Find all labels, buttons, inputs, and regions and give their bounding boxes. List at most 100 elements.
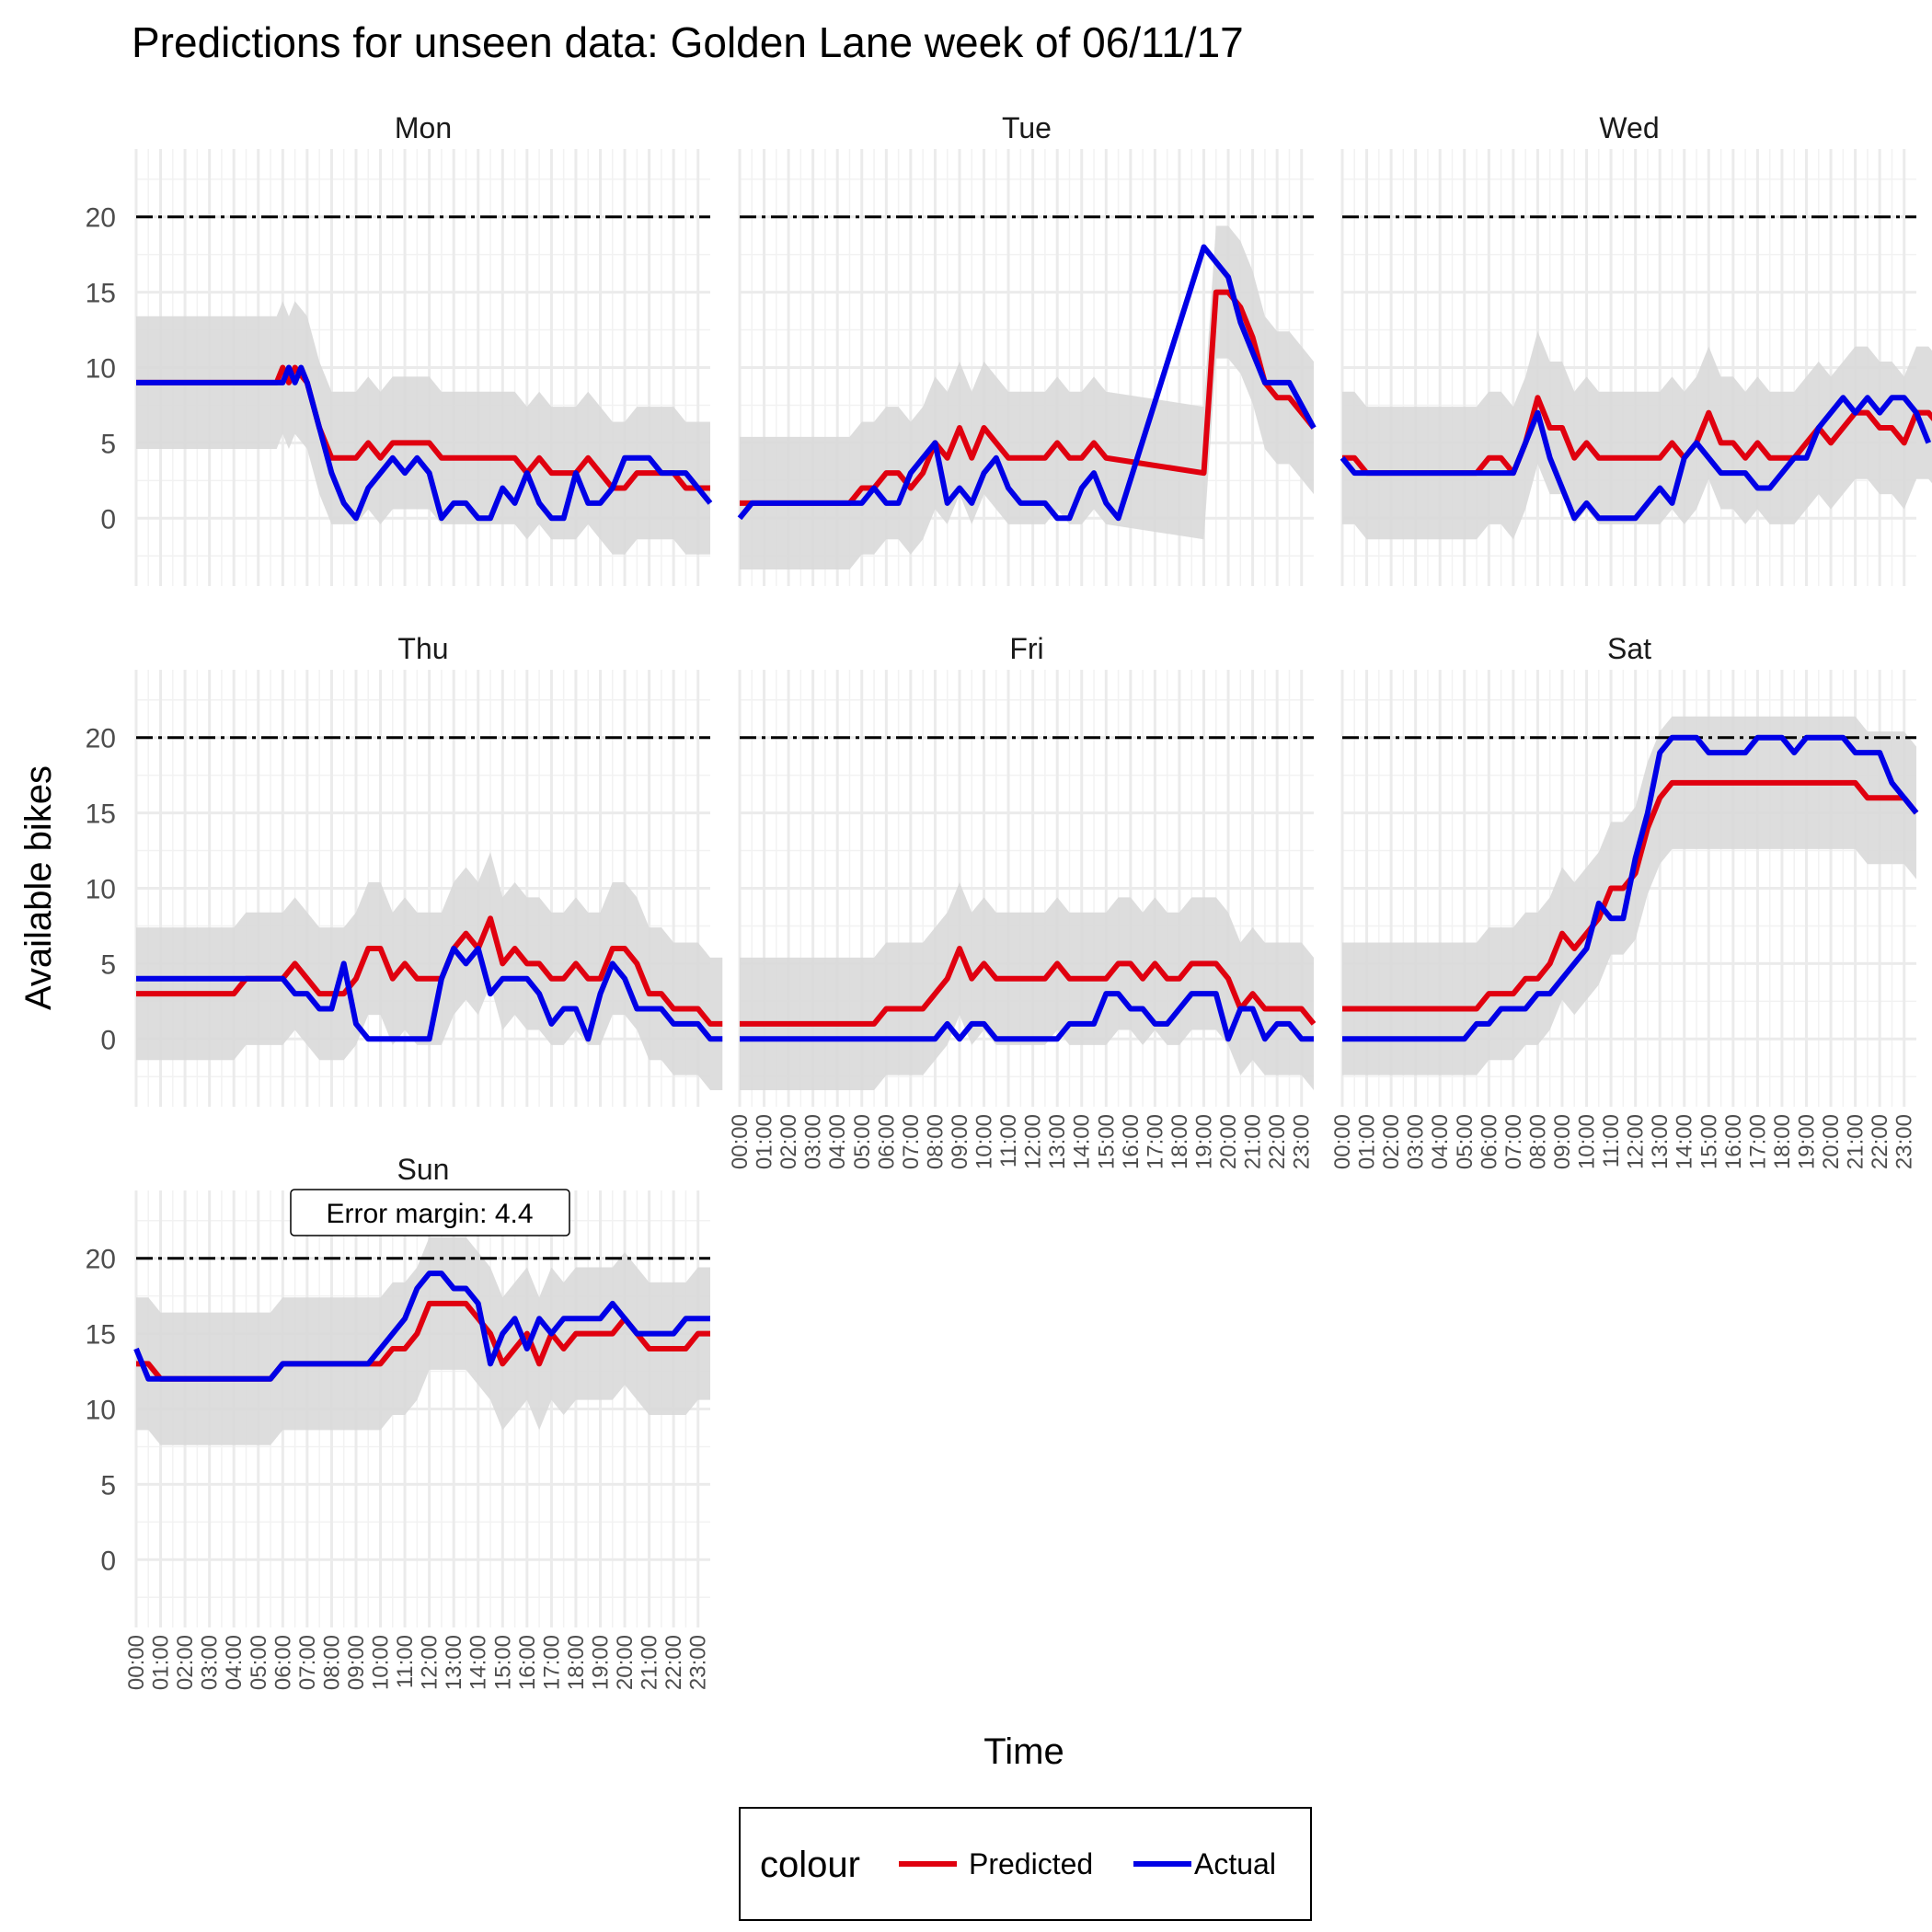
x-tick-label: 17:00: [1143, 1114, 1167, 1169]
annotation-text: Error margin: 4.4: [326, 1199, 533, 1229]
x-tick-label: 00:00: [728, 1114, 753, 1169]
x-tick-label: 23:00: [686, 1635, 711, 1690]
x-tick-label: 15:00: [1696, 1114, 1721, 1169]
legend-label-actual: Actual: [1194, 1847, 1276, 1880]
x-tick-label: 01:00: [149, 1635, 174, 1690]
x-tick-label: 01:00: [753, 1114, 777, 1169]
legend-box: [739, 1807, 1312, 1921]
y-tick-label: 10: [86, 875, 116, 905]
x-tick-label: 16:00: [1721, 1114, 1746, 1169]
legend-label-predicted: Predicted: [969, 1847, 1093, 1880]
series-actual-line: [737, 244, 1317, 522]
series-actual-line: [1340, 395, 1932, 522]
y-tick-label: 5: [100, 949, 116, 980]
x-tick-label: 19:00: [1192, 1114, 1217, 1169]
series-actual-line: [133, 1271, 710, 1382]
x-tick-label: 14:00: [466, 1635, 491, 1690]
panel-strip-label: Tue: [1002, 111, 1052, 144]
error-band: [136, 852, 723, 1090]
x-tick-label: 12:00: [1021, 1114, 1046, 1169]
chart-title: Predictions for unseen data: Golden Lane…: [132, 18, 1244, 66]
series-predicted-line: [1342, 779, 1919, 1012]
x-tick-label: 05:00: [247, 1635, 271, 1690]
x-tick-label: 17:00: [1745, 1114, 1770, 1169]
x-tick-label: 13:00: [1045, 1114, 1070, 1169]
y-tick-label: 0: [100, 1025, 116, 1055]
x-tick-label: 21:00: [638, 1635, 662, 1690]
panel-thu: Thu 0 5 10 15 20: [86, 632, 723, 1107]
series-actual-line: [1342, 734, 1919, 1042]
series-predicted-line: [136, 915, 723, 1027]
x-tick-label: 07:00: [899, 1114, 924, 1169]
y-tick-label: 0: [100, 1546, 116, 1576]
x-tick-label: 00:00: [124, 1635, 149, 1690]
panel-strip-label: Mon: [395, 111, 452, 144]
panel-strip-label: Sun: [397, 1153, 450, 1186]
x-tick-label: 07:00: [1501, 1114, 1526, 1169]
x-tick-label: 10:00: [1575, 1114, 1600, 1169]
x-tick-label: 14:00: [1070, 1114, 1095, 1169]
x-tick-label: 06:00: [1477, 1114, 1501, 1169]
series-actual-line: [740, 991, 1314, 1042]
panel-strip-label: Wed: [1599, 111, 1659, 144]
y-axis-title: Available bikes: [18, 765, 59, 1010]
legend-title: colour: [760, 1845, 860, 1885]
series-actual-line: [136, 364, 713, 522]
x-tick-label: 22:00: [661, 1635, 686, 1690]
y-tick-label: 0: [100, 504, 116, 535]
error-margin-annotation: Error margin: 4.4: [290, 1189, 570, 1236]
x-tick-label: 19:00: [1795, 1114, 1820, 1169]
x-tick-label: 13:00: [1648, 1114, 1673, 1169]
y-tick-label: 10: [86, 1396, 116, 1426]
x-tick-label: 19:00: [589, 1635, 614, 1690]
y-tick-label: 5: [100, 1470, 116, 1501]
panel-sun: Sun 0 5 10 15 20 00:00 01:00 02:00 03:00 04:00 05:0…: [86, 1153, 711, 1690]
x-tick-label: 05:00: [850, 1114, 875, 1169]
x-tick-label: 20:00: [1819, 1114, 1844, 1169]
x-tick-label: 10:00: [369, 1635, 394, 1690]
series-predicted-line: [136, 364, 710, 491]
x-tick-label: 08:00: [319, 1635, 344, 1690]
panel-strip-label: Sat: [1607, 632, 1651, 665]
x-tick-label: 09:00: [948, 1114, 972, 1169]
error-band: [136, 301, 710, 555]
x-tick-label: 23:00: [1290, 1114, 1315, 1169]
x-tick-label: 17:00: [539, 1635, 564, 1690]
x-tick-label: 18:00: [1770, 1114, 1795, 1169]
y-tick-label: 5: [100, 429, 116, 459]
x-tick-label: 09:00: [1550, 1114, 1575, 1169]
panel-strip-label: Fri: [1009, 632, 1043, 665]
x-tick-label: 15:00: [1094, 1114, 1119, 1169]
x-tick-label: 11:00: [1599, 1114, 1624, 1167]
x-tick-label: 16:00: [1119, 1114, 1144, 1169]
x-tick-label: 03:00: [198, 1635, 223, 1690]
x-tick-label: 05:00: [1453, 1114, 1478, 1169]
x-tick-label: 22:00: [1868, 1114, 1892, 1169]
x-tick-label: 14:00: [1673, 1114, 1697, 1169]
y-tick-label: 20: [86, 724, 116, 754]
y-tick-label: 20: [86, 1245, 116, 1275]
x-tick-label: 09:00: [344, 1635, 369, 1690]
x-axis-title: Time: [983, 1731, 1064, 1772]
x-tick-label: 00:00: [1330, 1114, 1355, 1169]
x-tick-label: 04:00: [825, 1114, 850, 1169]
x-tick-label: 12:00: [418, 1635, 443, 1690]
x-tick-label: 08:00: [1525, 1114, 1550, 1169]
x-tick-label: 02:00: [776, 1114, 801, 1169]
x-tick-label: 02:00: [1379, 1114, 1404, 1169]
x-tick-label: 15:00: [490, 1635, 515, 1690]
x-tick-label: 12:00: [1624, 1114, 1649, 1169]
x-tick-label: 11:00: [996, 1114, 1021, 1167]
panel-mon: Mon 0 5 10 15 20: [86, 111, 713, 586]
x-tick-label: 22:00: [1265, 1114, 1290, 1169]
error-band: [136, 1236, 710, 1445]
panel-tue: Tue: [737, 111, 1317, 586]
x-tick-label: 16:00: [515, 1635, 540, 1690]
x-tick-label: 21:00: [1844, 1114, 1869, 1169]
panel-sat: Sat 00:00 01:00 02:00 03:00 04:00 05:00 06:00 07…: [1330, 632, 1919, 1169]
x-tick-label: 04:00: [1428, 1114, 1453, 1169]
x-tick-label: 13:00: [442, 1635, 466, 1690]
y-tick-label: 15: [86, 279, 116, 309]
